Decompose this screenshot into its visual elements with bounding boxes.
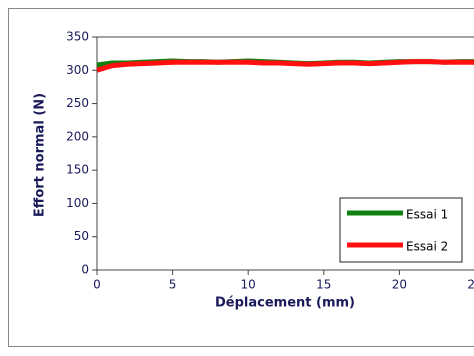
x-tick-label: 20 xyxy=(392,278,407,292)
legend-label: Essai 2 xyxy=(406,240,448,254)
y-tick-label: 0 xyxy=(81,263,89,277)
y-tick-label: 200 xyxy=(66,129,89,143)
y-tick-label: 50 xyxy=(74,229,89,243)
series-line xyxy=(96,59,474,73)
y-tick-label: 350 xyxy=(66,30,89,44)
y-tick-label: 100 xyxy=(66,196,89,210)
x-tick-label: 15 xyxy=(316,278,331,292)
y-tick-label: 250 xyxy=(66,96,89,110)
x-tick-label: 0 xyxy=(93,278,101,292)
x-tick-label: 25 xyxy=(467,278,474,292)
x-tick-label: 5 xyxy=(169,278,177,292)
y-tick-label: 150 xyxy=(66,163,89,177)
legend xyxy=(339,197,463,263)
legend-label: Essai 1 xyxy=(406,208,448,222)
y-axis-label: Effort normal (N) xyxy=(33,93,48,217)
y-tick-label: 300 xyxy=(66,63,89,77)
x-tick-label: 10 xyxy=(241,278,256,292)
x-axis-label: Déplacement (mm) xyxy=(215,296,355,311)
